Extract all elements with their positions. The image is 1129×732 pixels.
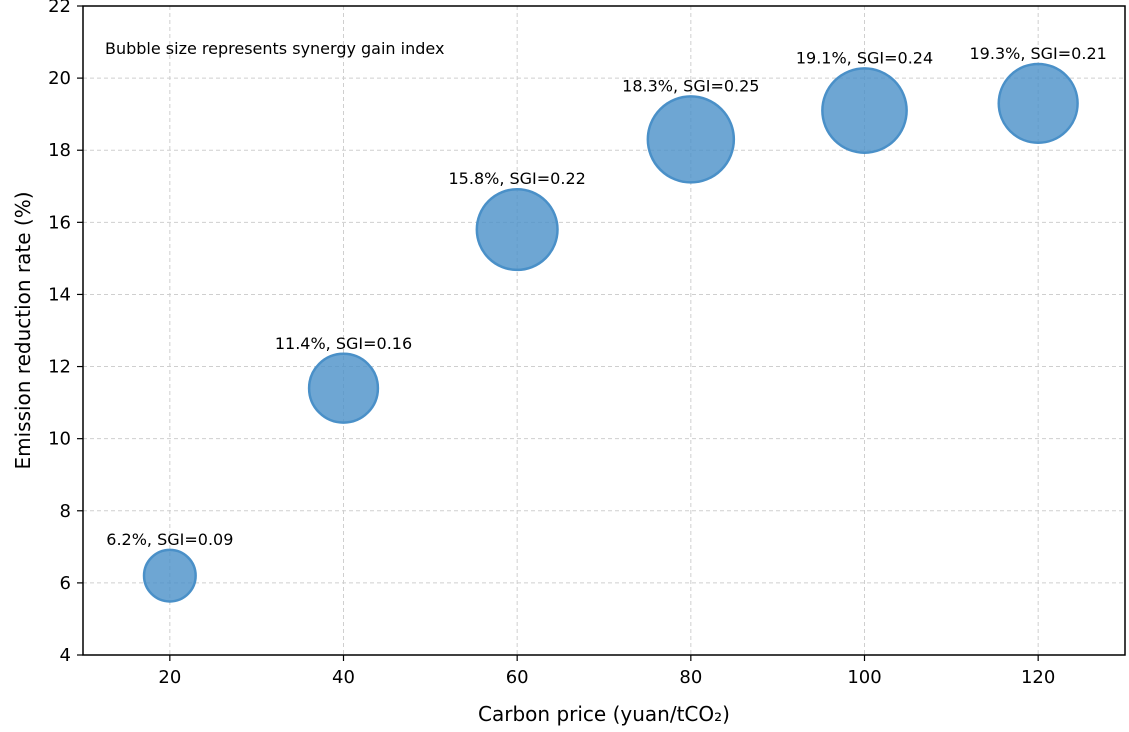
x-axis-title: Carbon price (yuan/tCO₂)	[478, 702, 730, 726]
bubble	[307, 352, 380, 424]
y-tick-label: 16	[48, 212, 71, 233]
bubble-label: 11.4%, SGI=0.16	[275, 334, 412, 353]
y-tick-label: 14	[48, 284, 71, 305]
y-tick-label: 10	[48, 429, 71, 450]
y-axis-title: Emission reduction rate (%)	[11, 191, 35, 469]
y-tick-label: 12	[48, 357, 71, 378]
bubble	[821, 67, 908, 154]
plot-frame	[82, 5, 1126, 656]
y-tick-label: 4	[60, 645, 71, 666]
x-tick-label: 60	[506, 667, 529, 688]
bubble	[142, 548, 197, 603]
bubble	[646, 95, 736, 184]
y-tick-label: 18	[48, 140, 71, 161]
y-tick-label: 8	[60, 501, 71, 522]
y-tick-label: 22	[48, 0, 71, 17]
tick-layer: 20 40 60 80 100 120 4 6 8 10 12 14 16 18 20 22	[48, 0, 1055, 688]
x-tick-label: 20	[158, 667, 181, 688]
bubble	[997, 62, 1079, 145]
label-layer: 6.2%, SGI=0.09 11.4%, SGI=0.16 15.8%, SGI=…	[106, 44, 1107, 549]
bubble-layer	[142, 62, 1079, 603]
y-tick-label: 6	[60, 573, 71, 594]
x-tick-label: 100	[847, 667, 881, 688]
bubble-label: 19.3%, SGI=0.21	[970, 44, 1107, 63]
grid-layer	[83, 5, 1125, 656]
y-tick-label: 20	[48, 68, 71, 89]
bubble	[475, 187, 559, 272]
bubble-label: 15.8%, SGI=0.22	[449, 169, 586, 188]
x-tick-label: 80	[679, 667, 702, 688]
x-tick-label: 120	[1021, 667, 1055, 688]
x-tick-label: 40	[332, 667, 355, 688]
chart-annotation: Bubble size represents synergy gain inde…	[105, 39, 444, 58]
bubble-label: 6.2%, SGI=0.09	[106, 530, 233, 549]
bubble-label: 18.3%, SGI=0.25	[622, 76, 759, 95]
bubble-label: 19.1%, SGI=0.24	[796, 48, 933, 67]
